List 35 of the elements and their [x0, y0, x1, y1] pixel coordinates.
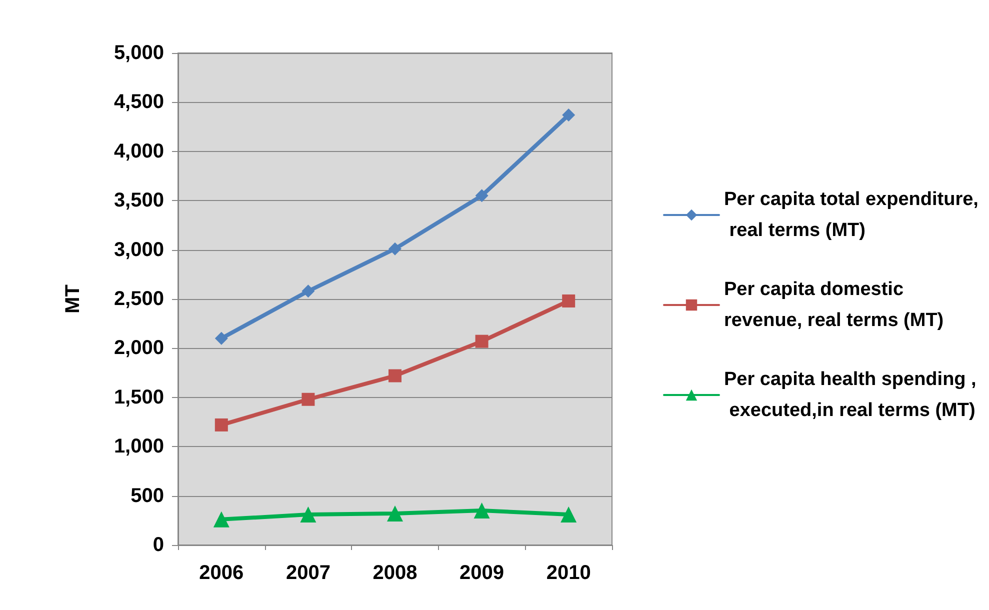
y-tick-label: 4,500 [114, 91, 164, 114]
point [214, 418, 228, 432]
y-tick-label: 3,000 [114, 238, 164, 261]
y-tick-label: 3,500 [114, 190, 164, 212]
point [213, 511, 230, 528]
point [562, 294, 576, 308]
point [214, 332, 228, 345]
x-tick-label: 2006 [199, 562, 244, 584]
x-tick-label: 2007 [286, 562, 330, 584]
legend-label: Per capita domestic revenue, real terms (MT) [724, 279, 944, 331]
point [388, 242, 402, 256]
y-tick-label: 2,000 [114, 337, 164, 360]
y-tick-label: 4,000 [114, 140, 164, 162]
x-tick-label: 2008 [372, 562, 418, 584]
point [387, 506, 403, 522]
y-tick-label: 5,000 [114, 42, 164, 64]
point [302, 284, 315, 298]
point [562, 108, 576, 122]
y-tick-label: 1,500 [114, 386, 164, 408]
y-tick-label: 0 [152, 534, 164, 556]
x-tick-label: 2010 [546, 562, 591, 584]
y-tick-label: 2,500 [114, 288, 164, 310]
legend-label: Per capita total expenditure, real terms (MT) [724, 189, 978, 241]
legend-label: Per capita health spending , executed,in real terms (MT) [724, 369, 976, 421]
point [474, 502, 490, 519]
point [475, 334, 488, 348]
x-tick-label: 2009 [460, 562, 504, 584]
y-axis-title: MT [62, 284, 84, 314]
point [388, 369, 402, 382]
point [560, 506, 577, 522]
point [302, 392, 315, 406]
y-tick-label: 500 [130, 484, 164, 507]
y-tick-label: 1,000 [114, 436, 164, 458]
point [300, 506, 316, 522]
point [475, 189, 488, 202]
